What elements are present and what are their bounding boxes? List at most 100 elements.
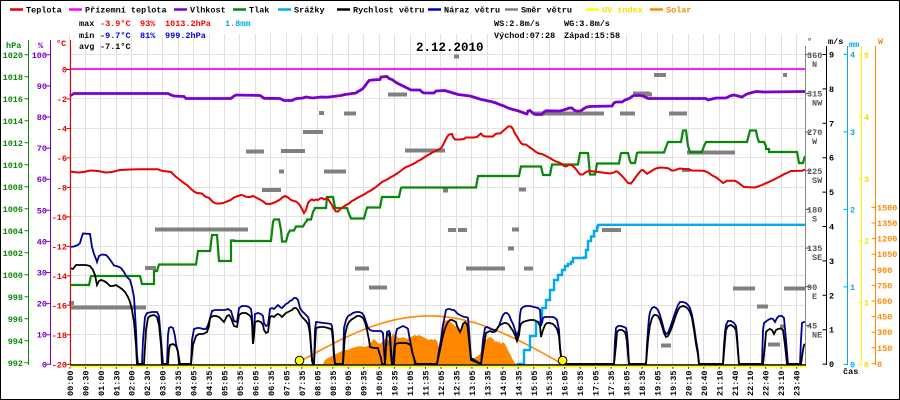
svg-text:-2: -2 [57,95,67,105]
svg-text:11:05: 11:05 [406,370,416,396]
svg-text:-12: -12 [52,242,67,252]
svg-text:360: 360 [807,51,822,61]
svg-text:15:35: 15:35 [545,370,555,396]
svg-text:avg: avg [79,42,94,52]
svg-text:0: 0 [877,360,882,370]
svg-text:07:35: 07:35 [298,370,308,396]
svg-text:1006: 1006 [3,205,23,215]
svg-text:09:05: 09:05 [344,370,354,396]
svg-text:WS:2.8m/s: WS:2.8m/s [494,19,540,29]
svg-text:06:05: 06:05 [251,370,261,396]
svg-text:-8: -8 [57,183,67,193]
svg-text:08:05: 08:05 [313,370,323,396]
svg-text:1002: 1002 [3,249,23,259]
svg-text:1010: 1010 [3,161,23,171]
svg-text:16:35: 16:35 [576,370,586,396]
svg-text:12:05: 12:05 [437,370,447,396]
svg-text:18:05: 18:05 [623,370,633,396]
svg-text:1013.2hPa: 1013.2hPa [165,19,211,29]
svg-text:W: W [878,37,884,47]
svg-text:994: 994 [8,337,23,347]
svg-text:04:05: 04:05 [190,370,200,396]
svg-text:-14: -14 [52,272,67,282]
svg-text:07:05: 07:05 [282,370,292,396]
svg-text:Přízemní teplota: Přízemní teplota [85,6,167,16]
svg-text:81%: 81% [140,31,156,41]
svg-text:600: 600 [877,297,892,307]
svg-text:17:35: 17:35 [607,370,617,396]
svg-text:Východ:07:28: Východ:07:28 [494,31,555,41]
svg-text:E: E [812,292,817,302]
svg-text:999.2hPa: 999.2hPa [165,31,206,41]
svg-text:SE: SE [812,253,822,263]
svg-text:90: 90 [807,283,817,293]
svg-text:1000: 1000 [3,271,23,281]
svg-text:02:00: 02:00 [128,370,138,396]
svg-text:1500: 1500 [877,203,897,213]
svg-text:04:35: 04:35 [205,370,215,396]
svg-text:02:30: 02:30 [143,370,153,396]
svg-text:Vlhkost: Vlhkost [190,6,226,16]
svg-text:7: 7 [829,119,834,129]
svg-text:m/s: m/s [828,37,843,47]
svg-text:1200: 1200 [877,235,897,245]
svg-text:22:10: 22:10 [746,370,756,396]
svg-text:15:05: 15:05 [530,370,540,396]
svg-text:05:35: 05:35 [236,370,246,396]
svg-text:Rychlost větru: Rychlost větru [353,6,424,16]
svg-text:50: 50 [37,206,47,216]
svg-text:05:05: 05:05 [221,370,231,396]
svg-text:900: 900 [877,266,892,276]
svg-text:NW: NW [812,98,823,108]
svg-text:70: 70 [37,144,47,154]
svg-text:Tlak: Tlak [249,6,269,16]
svg-text:-16: -16 [52,301,67,311]
svg-text:30: 30 [37,269,47,279]
svg-text:00:00: 00:00 [66,370,76,396]
svg-text:9: 9 [829,51,834,61]
svg-text:21:40: 21:40 [731,370,741,396]
svg-text:01:00: 01:00 [97,370,107,396]
svg-text:3: 3 [829,257,834,267]
svg-text:998: 998 [8,293,23,303]
svg-text:14:05: 14:05 [499,370,509,396]
svg-text:2: 2 [829,291,834,301]
svg-text:150: 150 [877,344,892,354]
svg-text:N: N [812,60,817,70]
svg-text:1018: 1018 [3,73,23,83]
svg-text:1: 1 [864,299,869,309]
svg-text:S: S [812,214,817,224]
svg-text:270: 270 [807,128,822,138]
svg-text:Srážky: Srážky [294,6,325,16]
svg-text:-7.1°C: -7.1°C [100,42,131,52]
svg-text:135: 135 [807,244,822,254]
svg-text:NE: NE [812,330,822,340]
svg-text:06:35: 06:35 [267,370,277,396]
svg-text:°: ° [807,37,812,47]
svg-text:Náraz větru: Náraz větru [444,6,500,16]
svg-text:5: 5 [864,51,869,61]
svg-text:-10: -10 [52,213,67,223]
svg-text:19:35: 19:35 [669,370,679,396]
svg-text:0: 0 [850,360,855,370]
svg-text:225: 225 [807,167,822,177]
svg-text:01:30: 01:30 [112,370,122,396]
svg-text:12:35: 12:35 [452,370,462,396]
svg-text:90: 90 [37,82,47,92]
svg-text:Teplota: Teplota [26,6,62,16]
svg-text:3: 3 [864,175,869,185]
svg-text:4: 4 [864,113,869,123]
svg-text:8: 8 [829,85,834,95]
svg-text:WG:3.8m/s: WG:3.8m/s [564,19,610,29]
svg-text:22:40: 22:40 [762,370,772,396]
svg-text:18:35: 18:35 [638,370,648,396]
svg-text:03:35: 03:35 [174,370,184,396]
svg-text:23:40: 23:40 [793,370,803,396]
svg-text:16:05: 16:05 [561,370,571,396]
svg-text:mm: mm [849,40,859,50]
svg-text:40: 40 [37,237,47,247]
svg-text:0: 0 [62,66,67,76]
svg-text:450: 450 [877,313,892,323]
svg-text:-20: -20 [52,360,67,370]
svg-text:1012: 1012 [3,139,23,149]
